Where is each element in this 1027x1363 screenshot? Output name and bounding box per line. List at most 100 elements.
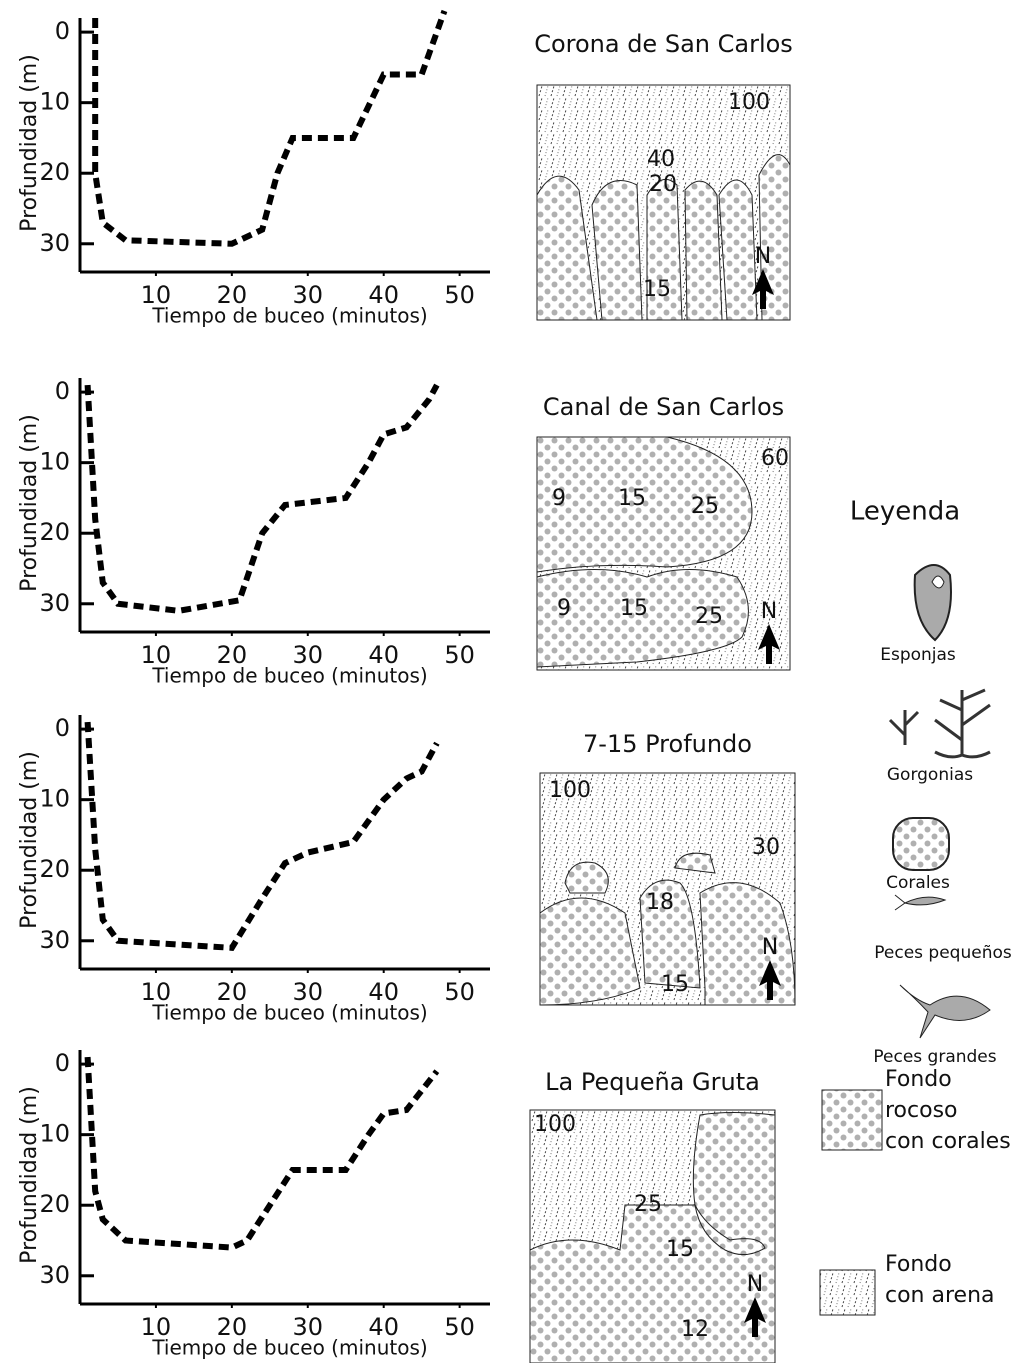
dive-chart: 0 10 20 30 10 20 30 40 50 Tiempo de buceo (minuto… bbox=[17, 377, 490, 688]
dive-chart: 0 10 20 30 10 20 30 40 50 Tiempo de buceo (minuto… bbox=[17, 1049, 490, 1360]
map-label: 15 bbox=[666, 1237, 694, 1262]
small-fish-icon bbox=[894, 894, 947, 911]
x-tick-label: 40 bbox=[368, 978, 399, 1006]
y-tick-label: 20 bbox=[39, 518, 70, 546]
legend-background-label: Fondo bbox=[885, 1252, 952, 1277]
map-label: N bbox=[747, 1272, 763, 1297]
sponge-icon bbox=[913, 564, 952, 642]
map-label: 9 bbox=[552, 486, 566, 511]
x-tick-label: 50 bbox=[444, 1313, 475, 1341]
x-tick-label: 30 bbox=[293, 281, 324, 309]
x-tick-label: 10 bbox=[141, 1313, 172, 1341]
map-label: 40 bbox=[647, 147, 675, 172]
map bbox=[536, 436, 791, 671]
map-label: 20 bbox=[649, 172, 677, 197]
x-tick-label: 10 bbox=[141, 641, 172, 669]
x-tick-label: 50 bbox=[444, 978, 475, 1006]
north-arrow bbox=[759, 960, 781, 1000]
map bbox=[529, 1109, 776, 1363]
legend-coral-bg bbox=[821, 1089, 883, 1151]
map-label: 100 bbox=[549, 778, 591, 803]
map-label: N bbox=[761, 599, 777, 624]
map-label: 15 bbox=[618, 486, 646, 511]
y-tick-label: 20 bbox=[39, 158, 70, 186]
legend-sand-bg bbox=[819, 1269, 876, 1316]
y-axis-label: Profundidad (m) bbox=[17, 751, 42, 929]
legend-item-label: Peces grandes bbox=[873, 1047, 996, 1067]
y-axis-label: Profundidad (m) bbox=[17, 1086, 42, 1264]
north-arrow bbox=[758, 624, 780, 664]
map-label: 15 bbox=[620, 596, 648, 621]
x-tick-label: 50 bbox=[444, 281, 475, 309]
dive-chart: 0 10 20 30 10 20 30 40 50 Tiempo de buceo (minuto… bbox=[17, 714, 490, 1025]
legend-background-label: Fondo bbox=[885, 1067, 952, 1092]
x-tick-label: 30 bbox=[293, 1313, 324, 1341]
x-tick-label: 20 bbox=[217, 978, 248, 1006]
map-title: La Pequeña Gruta bbox=[545, 1068, 760, 1096]
map-label: N bbox=[755, 244, 771, 269]
y-tick-label: 10 bbox=[39, 1120, 70, 1148]
x-tick-label: 20 bbox=[217, 281, 248, 309]
x-tick-label: 10 bbox=[141, 281, 172, 309]
y-tick-label: 10 bbox=[39, 88, 70, 116]
map-label: 60 bbox=[761, 446, 789, 471]
x-axis-label: Tiempo de buceo (minutos) bbox=[151, 304, 427, 328]
x-axis-label: Tiempo de buceo (minutos) bbox=[151, 664, 427, 688]
legend-item-label: Gorgonias bbox=[887, 765, 973, 785]
dive-profile bbox=[84, 383, 440, 614]
y-tick-label: 30 bbox=[39, 1261, 70, 1289]
sponge-hole bbox=[931, 575, 945, 589]
legend: Leyenda Esponjas Gorgonias Corales Peces pe… bbox=[819, 497, 1012, 1316]
x-tick-label: 40 bbox=[368, 1313, 399, 1341]
x-tick-label: 20 bbox=[217, 641, 248, 669]
x-tick-label: 10 bbox=[141, 978, 172, 1006]
dive-profile bbox=[84, 1056, 440, 1251]
map-label: 15 bbox=[643, 277, 671, 302]
y-tick-label: 0 bbox=[55, 17, 70, 45]
dive-chart: 0 10 20 30 10 20 30 40 50 Tiempo de buceo (minuto… bbox=[17, 9, 490, 328]
y-tick-label: 10 bbox=[39, 448, 70, 476]
north-arrow bbox=[744, 1297, 766, 1337]
map-label: 18 bbox=[646, 890, 674, 915]
map-label: 30 bbox=[752, 835, 780, 860]
x-axis-label: Tiempo de buceo (minutos) bbox=[151, 1336, 427, 1360]
north-arrow bbox=[752, 269, 774, 309]
map bbox=[536, 84, 791, 321]
y-tick-label: 30 bbox=[39, 229, 70, 257]
map bbox=[539, 772, 796, 1006]
legend-background-label: con arena bbox=[885, 1283, 995, 1308]
map-title: Corona de San Carlos bbox=[534, 30, 793, 58]
y-axis-label: Profundidad (m) bbox=[17, 54, 42, 232]
map-label: 100 bbox=[728, 90, 770, 115]
y-tick-label: 0 bbox=[55, 1049, 70, 1077]
coral-icon bbox=[892, 817, 950, 871]
y-tick-label: 20 bbox=[39, 855, 70, 883]
y-tick-label: 0 bbox=[55, 377, 70, 405]
legend-title: Leyenda bbox=[850, 497, 960, 527]
map-label: 15 bbox=[661, 972, 689, 997]
map-label: 25 bbox=[691, 494, 719, 519]
legend-background-label: con corales bbox=[885, 1129, 1011, 1154]
gorgonia-icon bbox=[888, 688, 991, 759]
legend-background-label: rocoso bbox=[885, 1098, 958, 1123]
x-tick-label: 50 bbox=[444, 641, 475, 669]
dive-profile bbox=[92, 9, 448, 247]
x-tick-label: 40 bbox=[368, 641, 399, 669]
x-tick-label: 20 bbox=[217, 1313, 248, 1341]
map-label: 12 bbox=[681, 1317, 709, 1342]
map-label: 25 bbox=[634, 1192, 662, 1217]
map-label: 9 bbox=[557, 596, 571, 621]
x-tick-label: 40 bbox=[368, 281, 399, 309]
y-tick-label: 0 bbox=[55, 714, 70, 742]
map-title: Canal de San Carlos bbox=[543, 393, 784, 421]
legend-item-label: Esponjas bbox=[880, 645, 956, 665]
charts: 0 10 20 30 10 20 30 40 50 Tiempo de buceo (minuto… bbox=[17, 9, 490, 1360]
legend-item-label: Corales bbox=[886, 873, 950, 893]
y-tick-label: 30 bbox=[39, 589, 70, 617]
x-axis-label: Tiempo de buceo (minutos) bbox=[151, 1001, 427, 1025]
y-tick-label: 20 bbox=[39, 1190, 70, 1218]
x-tick-label: 30 bbox=[293, 978, 324, 1006]
map-label: 25 bbox=[695, 604, 723, 629]
